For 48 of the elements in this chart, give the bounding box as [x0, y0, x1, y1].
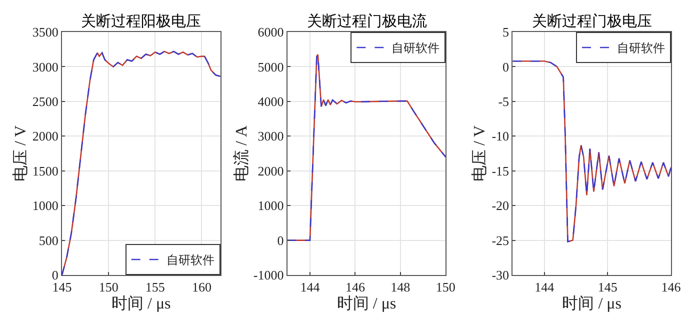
y-tick-label: -15 — [492, 163, 510, 178]
y-tick-label: -25 — [492, 232, 510, 248]
y-tick-label: -5 — [498, 94, 510, 109]
legend-label: 自研软件 — [166, 253, 214, 268]
y-axis-title: 电流 / A — [232, 125, 250, 182]
x-tick-label: 150 — [98, 280, 118, 295]
y-tick-label: 2000 — [258, 163, 284, 178]
chart-title: 关断过程门极电压 — [532, 13, 652, 30]
x-axis-title: 时间 / μs — [112, 294, 171, 313]
y-tick-label: 2000 — [32, 128, 58, 144]
y-tick-label: 0 — [277, 232, 284, 248]
y-tick-label: 4000 — [258, 94, 284, 109]
line-series — [62, 50, 220, 275]
chart-title: 关断过程阳极电压 — [81, 13, 201, 30]
y-tick-label: 3500 — [32, 24, 58, 40]
y-tick-label: 1500 — [32, 163, 58, 178]
y-tick-label: -30 — [492, 268, 510, 283]
y-tick-label: 6000 — [258, 24, 284, 40]
y-tick-label: 5000 — [258, 59, 284, 74]
y-tick-label: -20 — [492, 198, 510, 214]
y-tick-label: 3000 — [258, 128, 284, 144]
x-tick-label: 146 — [661, 280, 682, 295]
y-tick-label: -10 — [492, 128, 510, 144]
y-axis-title: 电压 / V — [11, 125, 30, 182]
line-series — [512, 60, 671, 242]
x-tick-label: 145 — [598, 280, 618, 295]
x-axis-title: 时间 / μs — [336, 294, 396, 313]
x-tick-label: 150 — [436, 280, 456, 295]
y-tick-label: 1000 — [32, 198, 58, 214]
x-tick-label: 146 — [345, 280, 366, 295]
y-axis-title: 电压 / V — [470, 125, 489, 182]
y-tick-label: 5 — [502, 24, 510, 40]
chart-title: 关断过程门极电流 — [307, 13, 427, 30]
y-tick-label: 0 — [502, 59, 510, 74]
y-tick-label: 3000 — [32, 59, 58, 74]
x-axis-title: 时间 / μs — [562, 294, 622, 313]
y-tick-label: 500 — [38, 232, 58, 248]
x-tick-label: 144 — [534, 280, 555, 295]
x-tick-label: 148 — [390, 280, 410, 295]
legend-label: 自研软件 — [392, 41, 440, 56]
legend-label: 自研软件 — [617, 41, 665, 56]
y-tick-label: -1000 — [253, 268, 284, 283]
x-tick-label: 144 — [300, 280, 320, 295]
line-series — [287, 54, 446, 241]
y-tick-label: 2500 — [32, 94, 58, 109]
x-tick-label: 155 — [145, 280, 165, 295]
x-tick-label: 160 — [192, 280, 212, 295]
y-tick-label: 1000 — [258, 198, 284, 214]
